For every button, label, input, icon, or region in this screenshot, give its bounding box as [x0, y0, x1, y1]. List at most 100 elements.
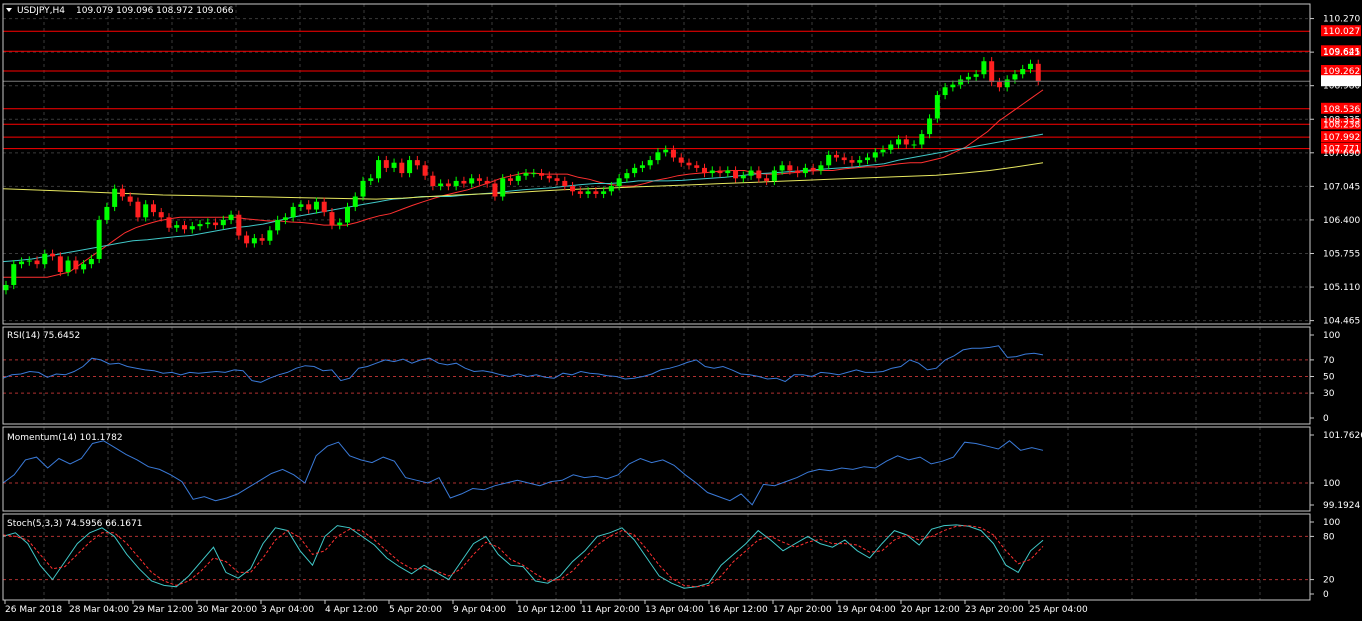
candle-body [438, 183, 444, 187]
price-tick-label: 105.110 [1323, 283, 1360, 293]
candle-body [205, 222, 211, 225]
candle-body [702, 167, 708, 174]
time-tick-label: 9 Apr 04:00 [453, 605, 506, 615]
level-tag-label: 109.262 [1323, 67, 1360, 77]
time-tick-label: 16 Apr 12:00 [709, 605, 768, 615]
candle-body [616, 178, 622, 187]
price-tick-label: 107.045 [1323, 182, 1360, 192]
indicator-line-0 [2, 345, 1044, 383]
main-header: USDJPY,H4 109.079 109.096 108.972 109.06… [6, 6, 234, 16]
indicator-tick-label: 30 [1323, 389, 1335, 399]
candle-body [50, 253, 56, 257]
panel-frame-sto [2, 513, 1311, 601]
indicator-line-0 [2, 524, 1044, 589]
time-tick-label: 5 Apr 20:00 [389, 605, 442, 615]
candle-body [1004, 79, 1010, 88]
candle-body [973, 74, 979, 77]
candle-body [740, 175, 746, 179]
candle-body [182, 225, 188, 230]
candle-body [259, 238, 265, 241]
candle-body [469, 178, 475, 184]
level-tag [1321, 118, 1361, 130]
candle-body [507, 178, 513, 181]
candle-body [166, 217, 172, 228]
momentum-axis: 101.7626 100 99.1924 [1310, 431, 1362, 511]
rsi-panel[interactable]: 100 70 50 30 0 RSI(14) 75.6452 [2, 327, 1340, 424]
candle-body [65, 260, 71, 272]
indicator-tick-label: 50 [1323, 373, 1335, 383]
momentum-panel[interactable]: 101.7626 100 99.1924 Momentum(14) 101.1782 [2, 427, 1362, 511]
candle-body [756, 170, 762, 179]
level-tag-label: 108.238 [1323, 120, 1360, 130]
triangle-down-icon[interactable] [6, 8, 12, 12]
candle-body [593, 191, 599, 194]
candle-body [1020, 69, 1026, 75]
candle-body [34, 260, 40, 265]
time-tick-label: 30 Mar 20:00 [197, 605, 257, 615]
candle-body [562, 180, 568, 187]
candle-body [531, 173, 537, 175]
candle-body [608, 186, 614, 192]
candle-body [570, 186, 576, 192]
ma-line-2 [2, 162, 1044, 200]
candle-body [639, 165, 645, 168]
candle-body [414, 160, 420, 166]
candle-body [934, 95, 940, 119]
candle-body [368, 178, 374, 181]
candle-body [112, 188, 118, 207]
candle-body [174, 225, 180, 228]
candle-body [927, 118, 933, 135]
stochastic-axis: 100 80 20 0 [1310, 518, 1340, 600]
price-axis: 110.270 109.625 108.980 108.335 107.690 107.0… [3, 15, 1361, 327]
candle-body [329, 212, 335, 226]
candle-body [321, 201, 327, 213]
indicator-tick-label: 99.1924 [1323, 501, 1360, 511]
price-tick-label: 106.400 [1323, 216, 1360, 226]
candle-body [26, 260, 32, 262]
candle-body [360, 180, 366, 197]
panel-frame-rsi [2, 326, 1311, 425]
main-price-panel[interactable]: 110.027 109.641 109.262 108.536 108.238 107.9… [2, 4, 1361, 327]
candle-body [213, 222, 219, 226]
candle-body [810, 167, 816, 171]
candle-body [919, 134, 925, 145]
candle-body [492, 183, 498, 197]
candle-body [453, 180, 459, 187]
candle-body [19, 261, 25, 265]
candle-body [996, 82, 1002, 88]
candle-body [725, 170, 731, 174]
time-tick-label: 4 Apr 12:00 [325, 605, 378, 615]
candle-body [601, 191, 607, 194]
candle-body [251, 238, 257, 244]
time-axis: 26 Mar 2018 28 Mar 04:00 29 Mar 12:00 30 Ma… [4, 600, 1088, 615]
candle-body [298, 204, 304, 207]
candle-body [958, 79, 964, 85]
stochastic-lines [2, 524, 1044, 589]
stochastic-panel[interactable]: 100 80 20 0 Stoch(5,3,3) 74.5956 66.1671 [2, 514, 1340, 600]
level-tag-label: 110.027 [1323, 27, 1360, 37]
candle-body [344, 206, 350, 223]
level-tag-label: 108.536 [1323, 105, 1360, 115]
candle-body [461, 180, 467, 184]
candle-body [903, 139, 909, 145]
time-tick-label: 10 Apr 12:00 [517, 605, 576, 615]
ma-line-1 [2, 133, 1044, 263]
level-tag [1321, 65, 1361, 77]
candle-body [709, 170, 715, 174]
time-tick-label: 20 Apr 12:00 [901, 605, 960, 615]
candle-body [546, 175, 552, 179]
candle-body [11, 264, 17, 285]
candle-body [282, 217, 288, 220]
candle-body [942, 87, 948, 96]
symbol-label: USDJPY,H4 [17, 6, 65, 16]
horizontal-levels[interactable]: 110.027 109.641 109.262 108.536 108.238 107.9… [3, 25, 1361, 155]
level-tag [1321, 45, 1361, 57]
candle-body [391, 162, 397, 168]
candle-body [632, 167, 638, 174]
candle-body [143, 204, 149, 218]
candle-body [73, 260, 79, 270]
candle-body [911, 144, 917, 146]
candle-body [267, 230, 273, 241]
candle-body [624, 173, 630, 179]
